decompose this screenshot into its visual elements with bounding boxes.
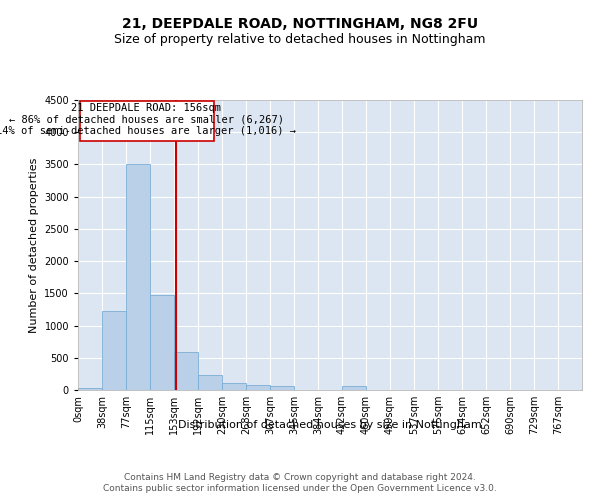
- Bar: [126, 164, 150, 390]
- Bar: [342, 386, 366, 390]
- Bar: [198, 375, 222, 390]
- Bar: [174, 352, 198, 390]
- Bar: [222, 382, 246, 390]
- Text: 21 DEEPDALE ROAD: 156sqm: 21 DEEPDALE ROAD: 156sqm: [71, 102, 221, 113]
- Bar: [150, 296, 174, 390]
- Bar: [102, 310, 126, 390]
- Bar: [246, 385, 270, 390]
- Text: Contains HM Land Registry data © Crown copyright and database right 2024.: Contains HM Land Registry data © Crown c…: [124, 472, 476, 482]
- Text: Distribution of detached houses by size in Nottingham: Distribution of detached houses by size …: [178, 420, 482, 430]
- FancyBboxPatch shape: [80, 102, 214, 140]
- Text: Contains public sector information licensed under the Open Government Licence v3: Contains public sector information licen…: [103, 484, 497, 493]
- Bar: [78, 388, 102, 390]
- Text: Size of property relative to detached houses in Nottingham: Size of property relative to detached ho…: [114, 32, 486, 46]
- Text: 14% of semi-detached houses are larger (1,016) →: 14% of semi-detached houses are larger (…: [0, 126, 296, 136]
- Text: 21, DEEPDALE ROAD, NOTTINGHAM, NG8 2FU: 21, DEEPDALE ROAD, NOTTINGHAM, NG8 2FU: [122, 18, 478, 32]
- Bar: [270, 386, 294, 390]
- Text: ← 86% of detached houses are smaller (6,267): ← 86% of detached houses are smaller (6,…: [9, 114, 284, 124]
- Y-axis label: Number of detached properties: Number of detached properties: [29, 158, 38, 332]
